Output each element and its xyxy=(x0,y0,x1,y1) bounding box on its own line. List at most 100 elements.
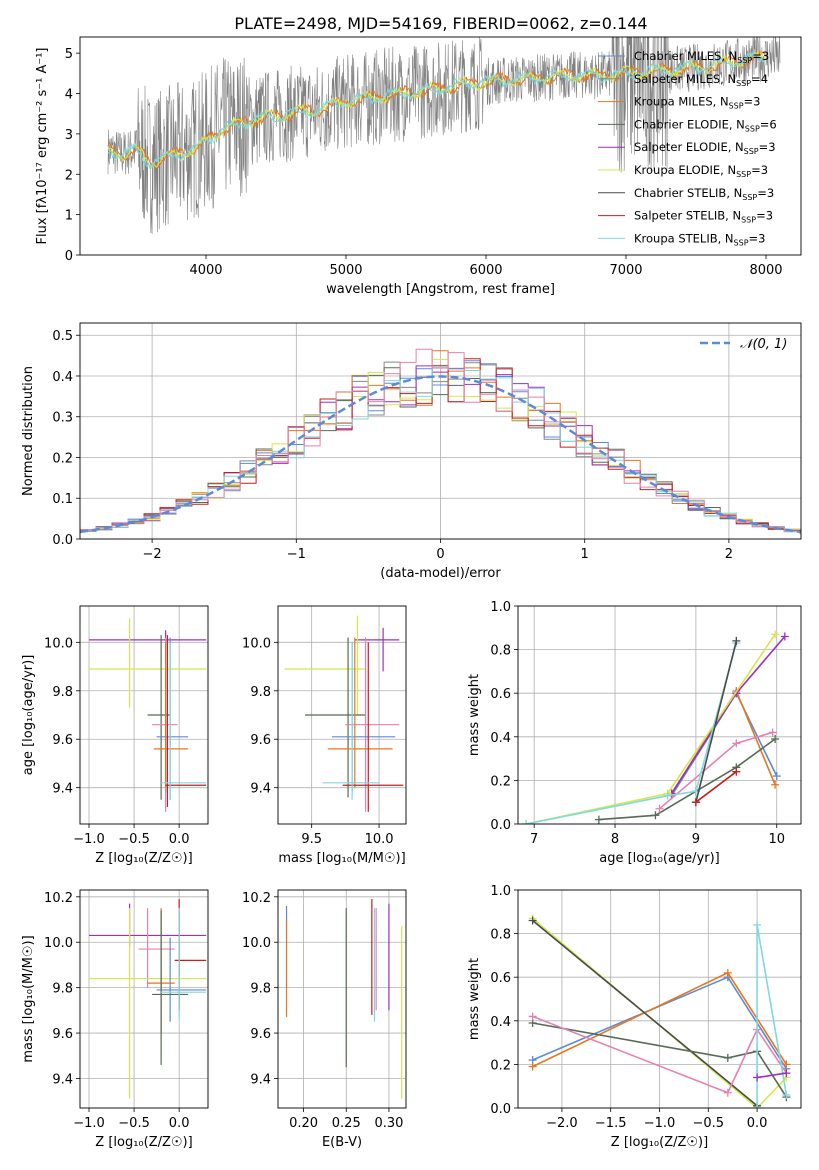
legend-rest: =3 xyxy=(757,186,774,200)
axis-label-y: Flux [fλ10⁻¹⁷ erg cm⁻² s⁻¹ A⁻¹] xyxy=(35,48,50,245)
model-line xyxy=(107,51,766,170)
chart-weight_vs_Z: −2.0 −1.5 −1.0 −0.5 0.0 0.0 0.2 0.4 0.6 0.8 1.0 Z [… xyxy=(467,884,802,1150)
series-line xyxy=(756,924,788,1108)
tick-label-y: 0.8 xyxy=(490,644,511,659)
plot-area xyxy=(528,914,791,1108)
axis-label-x: Z [log₁₀(Z/Z☉)] xyxy=(95,851,192,866)
series-line xyxy=(695,640,738,803)
data-point xyxy=(528,1062,537,1071)
tick-label-y: 9.4 xyxy=(52,1072,73,1087)
tick-label-y: 0.3 xyxy=(52,411,73,426)
data-point xyxy=(651,811,660,820)
tick-label-y: 10.2 xyxy=(242,891,271,906)
tick-label-y: 0.5 xyxy=(52,329,73,344)
tick-label-x: 0.20 xyxy=(289,1116,318,1131)
legend-sub: SSP xyxy=(742,193,757,202)
legend-sub: SSP xyxy=(741,216,756,225)
tick-label-x: −2 xyxy=(143,547,162,562)
tick-label-x: 0.25 xyxy=(332,1116,361,1131)
axis-label-y: mass [log₁₀(M/M☉)] xyxy=(21,935,36,1062)
legend-label: 𝒩(0, 1) xyxy=(740,337,787,352)
series-line xyxy=(532,919,758,1107)
legend-label: Salpeter MILES, NSSP=4 xyxy=(634,72,768,88)
plot-area xyxy=(284,615,404,812)
data-point xyxy=(780,632,789,641)
tick-label-y: 9.6 xyxy=(52,733,73,748)
tick-label-x: 0 xyxy=(436,547,444,562)
data-point xyxy=(723,1088,732,1097)
tick-label-y: 10.0 xyxy=(44,636,73,651)
tick-label-x: 8 xyxy=(611,832,619,847)
tick-label-x: −1.0 xyxy=(644,1116,676,1131)
tick-label-y: 5 xyxy=(65,47,73,62)
data-point xyxy=(522,820,531,824)
legend-rest: =6 xyxy=(760,117,777,131)
data-point xyxy=(528,1012,537,1021)
tick-label-x: 5000 xyxy=(329,263,362,278)
plot-area xyxy=(80,348,801,535)
tick-label-y: 10.0 xyxy=(242,936,271,951)
axes-frame xyxy=(79,605,209,825)
data-point xyxy=(771,734,780,743)
legend-sub: SSP xyxy=(736,170,751,179)
legend-sub: SSP xyxy=(734,238,749,247)
axis-label-x: age [log₁₀(age/yr)] xyxy=(599,851,720,866)
legend-rest: =4 xyxy=(751,72,768,86)
axis-label-x: wavelength [Angstrom, rest frame] xyxy=(326,282,555,297)
chart-spectrum: 4000 5000 6000 7000 8000 0 1 2 3 4 5 wavelength [An… xyxy=(35,36,802,297)
tick-label-y: 10.2 xyxy=(44,891,73,906)
tick-label-x: −0.5 xyxy=(118,832,150,847)
series-line xyxy=(525,633,776,824)
legend-sub: SSP xyxy=(745,124,760,133)
tick-label-x: 0.0 xyxy=(169,1116,190,1131)
tick-label-y: 0.4 xyxy=(52,370,73,385)
tick-label-x: 9 xyxy=(692,832,700,847)
legend-label: Kroupa MILES, NSSP=3 xyxy=(634,95,760,111)
tick-label-y: 1.0 xyxy=(490,884,511,899)
legend-sub: SSP xyxy=(744,147,759,156)
data-point xyxy=(782,1090,791,1099)
data-point xyxy=(782,1060,791,1069)
data-point xyxy=(723,1053,732,1062)
tick-label-y: 0.0 xyxy=(490,818,511,833)
legend-rest: =3 xyxy=(752,49,769,63)
tick-label-x: 0.30 xyxy=(374,1116,403,1131)
legend-label: Salpeter ELODIE, NSSP=3 xyxy=(634,140,776,156)
tick-label-y: 9.4 xyxy=(250,1072,271,1087)
normal-curve xyxy=(80,375,801,534)
axis-label-y: mass weight xyxy=(467,958,482,1040)
data-point xyxy=(771,630,780,639)
histogram-line xyxy=(80,348,801,534)
series-line xyxy=(658,731,773,810)
tick-label-x: −1.5 xyxy=(595,1116,627,1131)
series-line xyxy=(695,771,737,803)
data-point xyxy=(691,798,700,807)
axis-label-x: E(B-V) xyxy=(322,1135,362,1150)
data-point xyxy=(732,636,741,645)
tick-label-x: −1.0 xyxy=(73,832,105,847)
tick-label-x: −2.0 xyxy=(546,1116,578,1131)
legend-label: Chabrier STELIB, NSSP=3 xyxy=(634,186,774,202)
axes-frame xyxy=(79,36,802,256)
data-spectrum-line xyxy=(107,37,781,235)
tick-label-y: 0.6 xyxy=(490,971,511,986)
axis-label-x: (data-model)/error xyxy=(380,566,501,581)
legend-rest: =3 xyxy=(749,231,766,245)
tick-label-x: −1 xyxy=(287,547,306,562)
plot-area xyxy=(522,630,789,824)
axis-label-x: mass [log₁₀(M/M☉)] xyxy=(278,851,405,866)
data-point xyxy=(768,728,777,737)
tick-label-x: 0.0 xyxy=(747,1116,768,1131)
axes-frame xyxy=(79,322,802,540)
model-line xyxy=(107,50,766,169)
chart-age_vs_Z: −1.0 −0.5 0.0 9.4 9.6 9.8 10.0 Z [log₁₀(Z/Z☉)] a… xyxy=(21,605,209,866)
data-point xyxy=(771,780,780,789)
tick-label-y: 0.6 xyxy=(490,687,511,702)
axes-frame xyxy=(277,605,407,825)
tick-label-x: 0.0 xyxy=(169,832,190,847)
axis-label-y: mass weight xyxy=(467,674,482,756)
tick-label-x: 4000 xyxy=(189,263,222,278)
tick-label-y: 0.8 xyxy=(490,928,511,943)
tick-label-y: 0 xyxy=(65,249,73,264)
